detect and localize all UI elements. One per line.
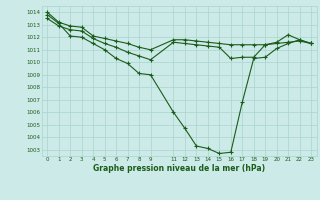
X-axis label: Graphe pression niveau de la mer (hPa): Graphe pression niveau de la mer (hPa): [93, 164, 265, 173]
